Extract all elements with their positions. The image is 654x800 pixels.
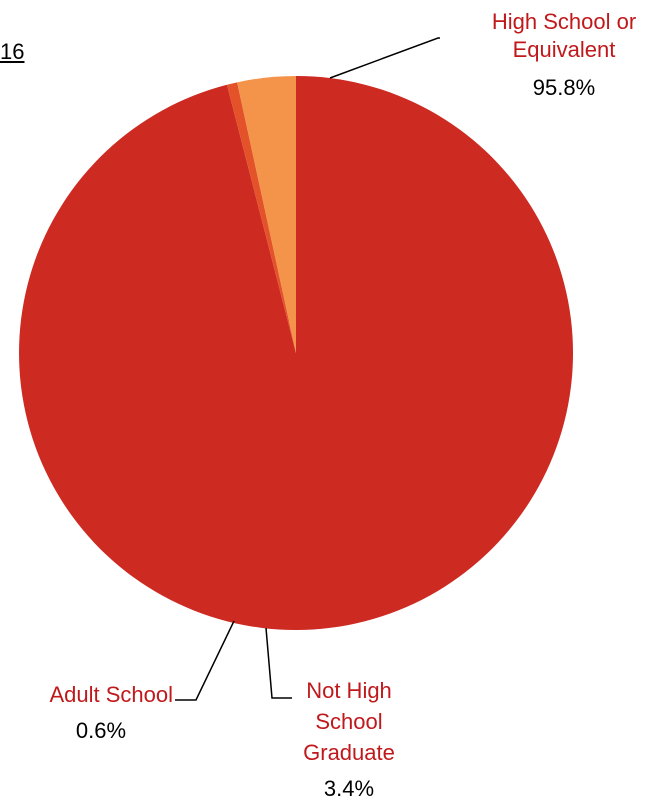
leader-line-1 xyxy=(329,37,440,79)
slice-label-1-line-1: High School or xyxy=(492,9,636,34)
slice-labels: High School or Equivalent 95.8% Adult Schoo… xyxy=(49,9,636,800)
leader-line-3 xyxy=(265,627,292,699)
pie-slices xyxy=(19,76,574,630)
slice-label-2-line-1: Adult School xyxy=(49,682,173,707)
slice-value-label-3: 3.4% xyxy=(324,776,374,800)
slice-value-label-2: 0.6% xyxy=(76,718,126,743)
slice-value-label-1: 95.8% xyxy=(533,75,595,100)
slice-label-3-line-1: Not High xyxy=(306,678,392,703)
slice-label-1-line-2: Equivalent xyxy=(513,37,616,62)
leader-line-2 xyxy=(175,620,235,701)
pie-slice-1 xyxy=(19,76,574,630)
chart-title-fragment: 16 xyxy=(0,39,25,64)
leader-lines xyxy=(175,37,440,701)
pie-slice-2 xyxy=(226,82,296,353)
slice-label-3-line-3: Graduate xyxy=(303,740,395,765)
pie-slice-3 xyxy=(237,76,296,353)
slice-label-3-line-2: School xyxy=(315,709,382,734)
